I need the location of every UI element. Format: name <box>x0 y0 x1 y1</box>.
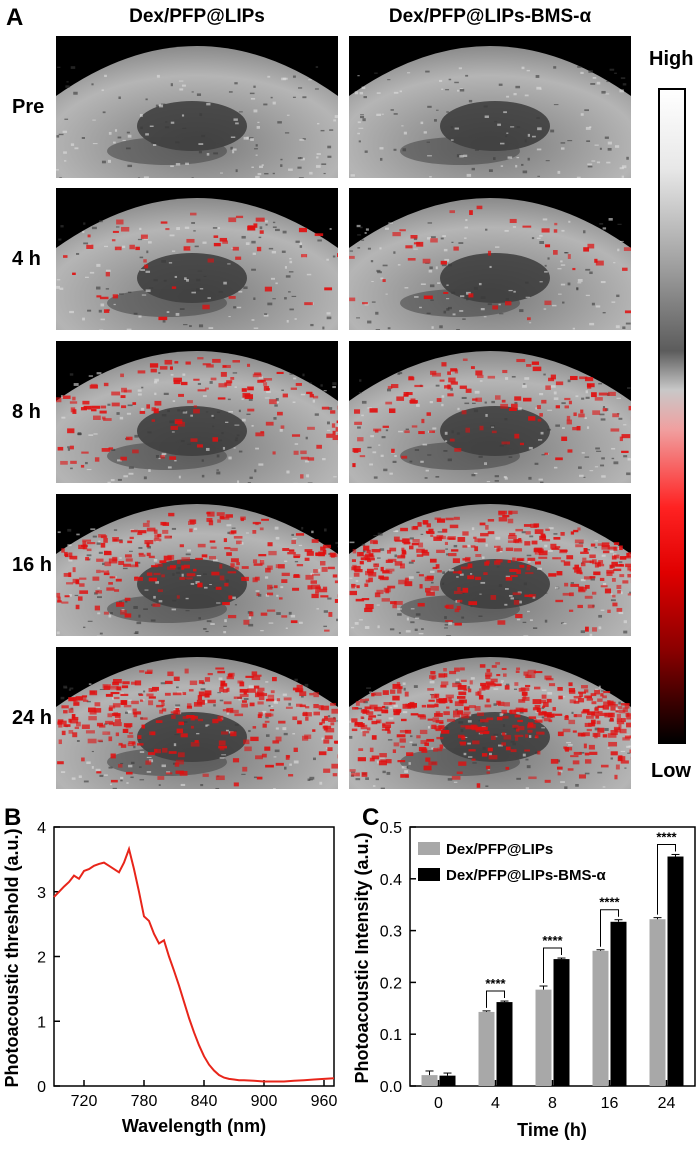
bar-1-24 <box>667 856 684 1086</box>
bar-1-0 <box>439 1075 456 1086</box>
pa-image-0-1 <box>349 36 631 178</box>
panel-c-x-tick-label: 8 <box>548 1095 557 1112</box>
column-header-lips: Dex/PFP@LIPs <box>129 6 265 27</box>
tissue-shadow <box>107 137 227 165</box>
spectrum-line <box>53 845 335 1083</box>
significance-stars: **** <box>485 976 506 991</box>
panel-b-y-tick-label: 4 <box>37 820 46 837</box>
row-label-3: 16 h <box>12 554 53 576</box>
tissue-shadow <box>107 595 227 623</box>
panel-c-x-tick-label: 4 <box>491 1095 500 1112</box>
panel-b-y-tick-label: 1 <box>37 1014 46 1031</box>
panel-b-x-tick-label: 900 <box>251 1093 278 1110</box>
tissue-shadow <box>107 748 227 776</box>
pa-image-3-0 <box>56 494 338 636</box>
legend-label-1: Dex/PFP@LIPs-BMS-α <box>446 867 606 884</box>
panel-b-x-axis-label: Wavelength (nm) <box>122 1116 266 1136</box>
tissue-shadow <box>400 442 520 470</box>
pa-image-2-0 <box>56 341 338 483</box>
pa-image-4-0 <box>56 647 338 789</box>
colorbar-low-label: Low <box>651 760 691 782</box>
panel-b-line-chart: 720 780 840 900 960 0 1 2 3 4 Wavelength (nm) Pho… <box>2 820 338 1136</box>
legend-label-0: Dex/PFP@LIPs <box>446 841 553 858</box>
panel-c-x-tick-label: 24 <box>658 1095 676 1112</box>
panel-c-y-tick-label: 0.1 <box>380 1027 402 1044</box>
tissue-shadow <box>107 289 227 317</box>
bar-0-8 <box>535 989 552 1086</box>
panel-c-y-tick-label: 0.4 <box>380 872 402 889</box>
bar-0-24 <box>649 919 666 1086</box>
bar-0-0 <box>421 1075 438 1086</box>
column-header-lips-bms: Dex/PFP@LIPs-BMS-α <box>388 6 592 27</box>
panel-b-x-tick-label: 840 <box>191 1093 218 1110</box>
panel-b-x-tick-label: 960 <box>311 1093 338 1110</box>
tissue-shadow <box>107 442 227 470</box>
pa-image-1-0 <box>56 188 338 330</box>
panel-b-y-tick-label: 0 <box>37 1079 46 1096</box>
colorbar <box>658 88 686 744</box>
panel-b-y-tick-label: 2 <box>37 950 46 967</box>
panel-b-x-tick-label: 720 <box>71 1093 98 1110</box>
pa-image-0-0 <box>56 36 338 178</box>
row-label-1: 4 h <box>12 248 41 270</box>
panel-c-x-tick-label: 16 <box>601 1095 619 1112</box>
panel-b-y-axis-label: Photoacoustic threshold (a.u.) <box>2 828 22 1087</box>
bar-1-4 <box>496 1002 513 1086</box>
row-label-0: Pre <box>12 96 45 118</box>
significance-stars: **** <box>656 829 677 844</box>
panel-b-x-tick-label: 780 <box>131 1093 158 1110</box>
significance-stars: **** <box>542 933 563 948</box>
panel-b-letter: B <box>4 804 22 831</box>
tissue-shadow <box>400 137 520 165</box>
row-label-2: 8 h <box>12 401 41 423</box>
bar-1-16 <box>610 921 627 1086</box>
pa-image-1-1 <box>349 188 631 330</box>
panel-c-bar-chart: 0.0 0.1 0.2 0.3 0.4 0.5 0 4 8 16 24 **** **** **** **… <box>352 820 696 1140</box>
panel-b-y-tick-label: 3 <box>37 885 46 902</box>
panel-c-y-tick-label: 0.3 <box>380 924 402 941</box>
pa-image-4-1 <box>349 647 631 789</box>
significance-bracket <box>486 990 505 1008</box>
pa-image-2-1 <box>349 341 631 483</box>
panel-c-y-tick-label: 0.5 <box>380 820 402 837</box>
significance-bracket <box>657 843 676 915</box>
significance-bracket <box>600 909 619 947</box>
bar-0-4 <box>478 1011 495 1086</box>
tissue-shadow <box>400 289 520 317</box>
panel-a-letter: A <box>6 4 24 31</box>
colorbar-high-label: High <box>649 48 694 70</box>
legend-swatch-1 <box>418 868 440 881</box>
significance-bracket <box>543 947 562 984</box>
bar-0-16 <box>592 950 609 1086</box>
panel-c-x-axis-label: Time (h) <box>517 1120 587 1140</box>
significance-stars: **** <box>599 895 620 910</box>
legend-swatch-0 <box>418 842 440 855</box>
bar-1-8 <box>553 959 570 1086</box>
row-label-4: 24 h <box>12 707 53 729</box>
panel-c-y-axis-label: Photoacoustic Intensity (a.u.) <box>352 832 372 1083</box>
panel-c-letter: C <box>362 804 380 831</box>
panel-c-x-tick-label: 0 <box>434 1095 443 1112</box>
panel-c-y-tick-label: 0.2 <box>380 975 402 992</box>
pa-image-3-1 <box>349 494 631 636</box>
panel-c-y-tick-label: 0.0 <box>380 1079 402 1096</box>
